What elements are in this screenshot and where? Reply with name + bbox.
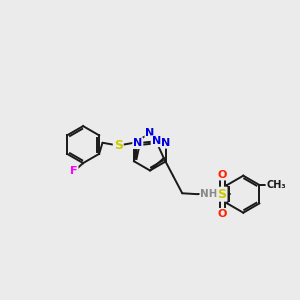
Text: O: O	[217, 169, 227, 179]
Text: F: F	[70, 167, 78, 176]
Text: N: N	[161, 138, 171, 148]
Text: S: S	[114, 139, 123, 152]
Text: N: N	[146, 128, 154, 139]
Text: NH: NH	[200, 189, 218, 199]
Text: N: N	[133, 138, 142, 148]
Text: CH₃: CH₃	[266, 180, 286, 190]
Text: O: O	[217, 209, 227, 219]
Text: S: S	[218, 188, 226, 201]
Text: N: N	[152, 136, 161, 146]
